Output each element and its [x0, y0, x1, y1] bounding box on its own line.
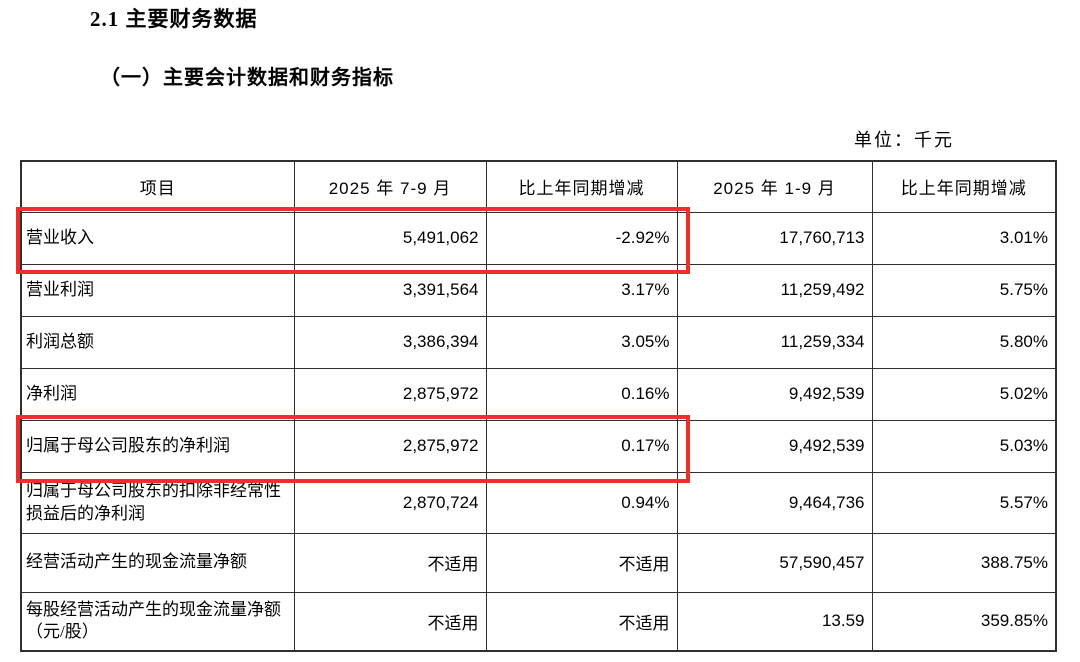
cell-q3-yoy: 0.17%: [485, 419, 678, 473]
cell-9m-yoy: 5.75%: [871, 263, 1057, 317]
cell-item: 归属于母公司股东的扣除非经常性损益后的净利润: [20, 471, 295, 534]
table-row-net-profit-parent-excl-nonrecurring: 归属于母公司股东的扣除非经常性损益后的净利润 2,870,724 0.94% 9…: [20, 471, 1057, 534]
cell-q3-value: 3,386,394: [293, 315, 487, 369]
cell-9m-yoy: 5.80%: [871, 315, 1057, 369]
cell-9m-value: 9,492,539: [676, 367, 873, 421]
cell-q3-yoy: -2.92%: [485, 211, 678, 265]
cell-item: 利润总额: [20, 315, 295, 369]
cell-9m-value: 9,464,736: [676, 471, 873, 534]
cell-9m-yoy: 5.57%: [871, 471, 1057, 534]
cell-item: 营业收入: [20, 211, 295, 265]
cell-9m-value: 57,590,457: [676, 532, 873, 593]
header-q3-2025: 2025 年 7-9 月: [293, 160, 487, 213]
cell-9m-value: 9,492,539: [676, 419, 873, 473]
table-row-net-profit: 净利润 2,875,972 0.16% 9,492,539 5.02%: [20, 367, 1057, 421]
header-q3-yoy: 比上年同期增减: [485, 160, 678, 213]
cell-9m-yoy: 359.85%: [871, 591, 1057, 652]
cell-q3-yoy: 3.17%: [485, 263, 678, 317]
section-title: 2.1 主要财务数据: [90, 7, 258, 31]
cell-9m-value: 13.59: [676, 591, 873, 652]
cell-q3-value: 不适用: [293, 591, 487, 652]
table-header-row: 项目 2025 年 7-9 月 比上年同期增减 2025 年 1-9 月 比上年…: [20, 160, 1057, 213]
cell-q3-yoy: 3.05%: [485, 315, 678, 369]
table-row-operating-revenue: 营业收入 5,491,062 -2.92% 17,760,713 3.01%: [20, 211, 1057, 265]
cell-q3-value: 2,875,972: [293, 419, 487, 473]
header-9m-2025: 2025 年 1-9 月: [676, 160, 873, 213]
subsection-title: （一）主要会计数据和财务指标: [100, 67, 394, 89]
table-row-net-profit-parent: 归属于母公司股东的净利润 2,875,972 0.17% 9,492,539 5…: [20, 419, 1057, 473]
cell-q3-value: 2,870,724: [293, 471, 487, 534]
cell-item: 营业利润: [20, 263, 295, 317]
cell-item: 每股经营活动产生的现金流量净额（元/股）: [20, 591, 295, 652]
cell-q3-yoy: 不适用: [485, 591, 678, 652]
cell-9m-yoy: 3.01%: [871, 211, 1057, 265]
table-row-operating-cash-flow: 经营活动产生的现金流量净额 不适用 不适用 57,590,457 388.75%: [20, 532, 1057, 593]
cell-q3-value: 3,391,564: [293, 263, 487, 317]
cell-9m-value: 11,259,492: [676, 263, 873, 317]
unit-label: 单位：千元: [854, 130, 954, 150]
cell-item: 归属于母公司股东的净利润: [20, 419, 295, 473]
cell-9m-yoy: 388.75%: [871, 532, 1057, 593]
cell-item: 净利润: [20, 367, 295, 421]
cell-q3-value: 5,491,062: [293, 211, 487, 265]
table-row-operating-profit: 营业利润 3,391,564 3.17% 11,259,492 5.75%: [20, 263, 1057, 317]
cell-9m-yoy: 5.02%: [871, 367, 1057, 421]
table-row-operating-cash-flow-per-share: 每股经营活动产生的现金流量净额（元/股） 不适用 不适用 13.59 359.8…: [20, 591, 1057, 652]
cell-9m-value: 17,760,713: [676, 211, 873, 265]
table-row-total-profit: 利润总额 3,386,394 3.05% 11,259,334 5.80%: [20, 315, 1057, 369]
cell-9m-yoy: 5.03%: [871, 419, 1057, 473]
header-9m-yoy: 比上年同期增减: [871, 160, 1057, 213]
cell-q3-yoy: 不适用: [485, 532, 678, 593]
cell-q3-value: 不适用: [293, 532, 487, 593]
cell-item: 经营活动产生的现金流量净额: [20, 532, 295, 593]
cell-9m-value: 11,259,334: [676, 315, 873, 369]
cell-q3-yoy: 0.94%: [485, 471, 678, 534]
cell-q3-yoy: 0.16%: [485, 367, 678, 421]
cell-q3-value: 2,875,972: [293, 367, 487, 421]
header-item: 项目: [20, 160, 295, 213]
financial-data-table: 项目 2025 年 7-9 月 比上年同期增减 2025 年 1-9 月 比上年…: [20, 160, 1057, 652]
